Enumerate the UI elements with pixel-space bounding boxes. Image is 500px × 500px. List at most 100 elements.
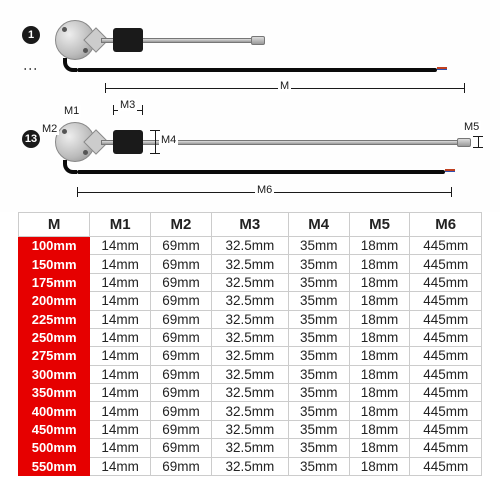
- spec-value: 14mm: [90, 310, 151, 328]
- wire-2: [77, 170, 445, 174]
- wire-bend-2: [63, 160, 77, 174]
- table-row: 225mm14mm69mm32.5mm35mm18mm445mm: [19, 310, 482, 328]
- spec-value: 32.5mm: [211, 237, 288, 255]
- spec-value: 69mm: [151, 273, 212, 291]
- spec-value: 445mm: [410, 328, 482, 346]
- dim-M4: [155, 130, 156, 154]
- spec-value: 445mm: [410, 384, 482, 402]
- spec-value: 32.5mm: [211, 273, 288, 291]
- spec-table: MM1M2M3M4M5M6 100mm14mm69mm32.5mm35mm18m…: [18, 212, 482, 476]
- m-value: 275mm: [19, 347, 90, 365]
- table-header-row: MM1M2M3M4M5M6: [19, 213, 482, 237]
- spec-value: 18mm: [349, 439, 410, 457]
- col-M5: M5: [349, 213, 410, 237]
- spec-value: 35mm: [288, 328, 349, 346]
- spec-value: 18mm: [349, 273, 410, 291]
- table-row: 150mm14mm69mm32.5mm35mm18mm445mm: [19, 255, 482, 273]
- spec-value: 69mm: [151, 237, 212, 255]
- spec-value: 35mm: [288, 347, 349, 365]
- table-row: 250mm14mm69mm32.5mm35mm18mm445mm: [19, 328, 482, 346]
- spec-value: 32.5mm: [211, 365, 288, 383]
- badge-dots: ⋮: [28, 62, 34, 74]
- wire-bend-1: [63, 58, 77, 72]
- spec-value: 14mm: [90, 328, 151, 346]
- spec-value: 14mm: [90, 384, 151, 402]
- spec-value: 32.5mm: [211, 255, 288, 273]
- spec-value: 69mm: [151, 402, 212, 420]
- spec-value: 445mm: [410, 237, 482, 255]
- spec-value: 69mm: [151, 328, 212, 346]
- spec-value: 445mm: [410, 347, 482, 365]
- spec-value: 69mm: [151, 292, 212, 310]
- table-row: 500mm14mm69mm32.5mm35mm18mm445mm: [19, 439, 482, 457]
- spec-value: 32.5mm: [211, 402, 288, 420]
- dim-M5: [478, 136, 479, 148]
- table-body: 100mm14mm69mm32.5mm35mm18mm445mm150mm14m…: [19, 237, 482, 476]
- col-M4: M4: [288, 213, 349, 237]
- spec-value: 18mm: [349, 237, 410, 255]
- spec-table-area: MM1M2M3M4M5M6 100mm14mm69mm32.5mm35mm18m…: [0, 212, 500, 486]
- m-value: 250mm: [19, 328, 90, 346]
- spec-value: 35mm: [288, 310, 349, 328]
- spec-value: 32.5mm: [211, 347, 288, 365]
- spec-value: 35mm: [288, 255, 349, 273]
- table-row: 350mm14mm69mm32.5mm35mm18mm445mm: [19, 384, 482, 402]
- spec-value: 445mm: [410, 420, 482, 438]
- m-value: 400mm: [19, 402, 90, 420]
- m-value: 450mm: [19, 420, 90, 438]
- spec-value: 69mm: [151, 255, 212, 273]
- spec-value: 35mm: [288, 457, 349, 475]
- m-value: 225mm: [19, 310, 90, 328]
- spec-value: 32.5mm: [211, 420, 288, 438]
- m-value: 550mm: [19, 457, 90, 475]
- dim-M5-label: M5: [462, 121, 481, 133]
- spec-value: 18mm: [349, 384, 410, 402]
- m-value: 200mm: [19, 292, 90, 310]
- spec-value: 32.5mm: [211, 292, 288, 310]
- table-row: 400mm14mm69mm32.5mm35mm18mm445mm: [19, 402, 482, 420]
- spec-value: 14mm: [90, 347, 151, 365]
- spec-value: 14mm: [90, 402, 151, 420]
- spec-value: 14mm: [90, 439, 151, 457]
- spec-value: 18mm: [349, 365, 410, 383]
- spec-value: 14mm: [90, 255, 151, 273]
- spec-value: 18mm: [349, 457, 410, 475]
- dim-M1-label: M1: [62, 105, 81, 117]
- badge-1: 1: [22, 26, 40, 44]
- spec-value: 445mm: [410, 292, 482, 310]
- table-row: 100mm14mm69mm32.5mm35mm18mm445mm: [19, 237, 482, 255]
- m-value: 100mm: [19, 237, 90, 255]
- spec-value: 69mm: [151, 384, 212, 402]
- spec-value: 35mm: [288, 365, 349, 383]
- spec-value: 18mm: [349, 347, 410, 365]
- spec-value: 32.5mm: [211, 310, 288, 328]
- table-row: 275mm14mm69mm32.5mm35mm18mm445mm: [19, 347, 482, 365]
- dim-M4-label: M4: [159, 134, 178, 146]
- col-M6: M6: [410, 213, 482, 237]
- spec-value: 14mm: [90, 420, 151, 438]
- spec-value: 35mm: [288, 237, 349, 255]
- spec-value: 69mm: [151, 420, 212, 438]
- spec-value: 35mm: [288, 292, 349, 310]
- wire-1: [77, 68, 437, 72]
- wire-end-2: [445, 169, 455, 172]
- endcap-2: [457, 138, 471, 147]
- spec-value: 18mm: [349, 310, 410, 328]
- dim-M3-label: M3: [118, 99, 137, 111]
- spec-value: 32.5mm: [211, 328, 288, 346]
- spec-value: 14mm: [90, 457, 151, 475]
- spec-value: 69mm: [151, 347, 212, 365]
- m-value: 150mm: [19, 255, 90, 273]
- col-M1: M1: [90, 213, 151, 237]
- spec-value: 32.5mm: [211, 457, 288, 475]
- spec-value: 69mm: [151, 457, 212, 475]
- m-value: 175mm: [19, 273, 90, 291]
- spec-value: 32.5mm: [211, 439, 288, 457]
- spec-value: 18mm: [349, 328, 410, 346]
- spec-value: 35mm: [288, 402, 349, 420]
- col-M: M: [19, 213, 90, 237]
- spec-value: 32.5mm: [211, 384, 288, 402]
- spec-value: 445mm: [410, 273, 482, 291]
- spec-value: 14mm: [90, 292, 151, 310]
- spec-value: 69mm: [151, 439, 212, 457]
